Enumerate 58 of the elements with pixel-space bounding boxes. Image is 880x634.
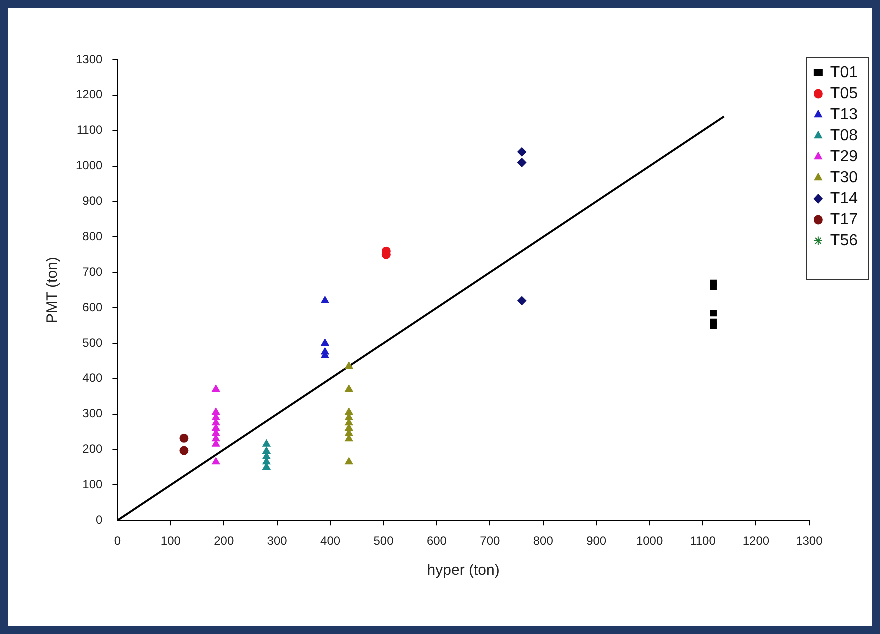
point: [212, 408, 220, 416]
y-tick-label: 1300: [76, 52, 104, 66]
y-tick-label: 300: [82, 406, 104, 421]
x-tick-label: 800: [533, 534, 554, 548]
x-tick-label: 900: [586, 534, 607, 548]
point: [345, 408, 354, 416]
legend-label: T56: [830, 232, 858, 250]
x-tick-label: 600: [426, 534, 448, 548]
y-tick-label: 800: [82, 229, 104, 244]
y-tick-label: 900: [82, 194, 104, 208]
legend-label: T01: [830, 64, 858, 82]
point: [710, 310, 717, 317]
legend-label: T30: [830, 169, 858, 186]
x-tick-label: 1200: [742, 534, 770, 548]
point: [321, 338, 330, 346]
y-tick-label: 500: [82, 336, 104, 350]
x-tick-label: 0: [114, 534, 122, 548]
point: [345, 362, 354, 369]
y-tick-label: 1200: [76, 88, 104, 102]
legend-label: T08: [830, 127, 858, 144]
point: [710, 283, 717, 290]
point: [518, 158, 527, 168]
x-tick-label: 300: [267, 534, 288, 548]
point: [212, 458, 220, 465]
x-tick-label: 1300: [796, 534, 824, 548]
y-tick-label: 600: [82, 300, 104, 314]
point: [262, 447, 271, 454]
y-tick-label: 100: [82, 477, 104, 492]
point: [180, 434, 189, 443]
y-tick-label: 1100: [76, 123, 104, 138]
legend-label: T05: [830, 85, 858, 102]
x-tick-label: 1000: [636, 534, 664, 548]
x-tick-label: 400: [320, 534, 341, 548]
point: [262, 440, 271, 447]
x-tick-label: 100: [160, 534, 182, 548]
y-tick-label: 700: [82, 264, 104, 279]
y-tick-label: 1000: [76, 158, 104, 173]
y-tick-label: 200: [82, 442, 104, 456]
x-tick-label: 700: [480, 534, 500, 548]
legend-label: T14: [830, 190, 858, 208]
x-tick-label: 200: [214, 534, 234, 548]
point: [518, 296, 527, 306]
x-tick-label: 1100: [690, 534, 716, 548]
point: [345, 458, 354, 465]
point: [321, 296, 330, 304]
point: [518, 148, 527, 157]
point: [180, 446, 189, 456]
legend-label: T29: [830, 148, 858, 166]
point: [345, 385, 354, 392]
legend-label: T17: [830, 211, 858, 228]
point: [710, 322, 717, 330]
y-tick-label: 400: [82, 371, 104, 386]
y-tick-label: 0: [96, 512, 104, 527]
y-axis-title: PMT (ton): [44, 257, 62, 324]
legend-label: T13: [830, 106, 858, 124]
x-axis-title: hyper (ton): [427, 562, 500, 580]
x-tick-label: 500: [374, 534, 394, 548]
point: [212, 385, 220, 392]
